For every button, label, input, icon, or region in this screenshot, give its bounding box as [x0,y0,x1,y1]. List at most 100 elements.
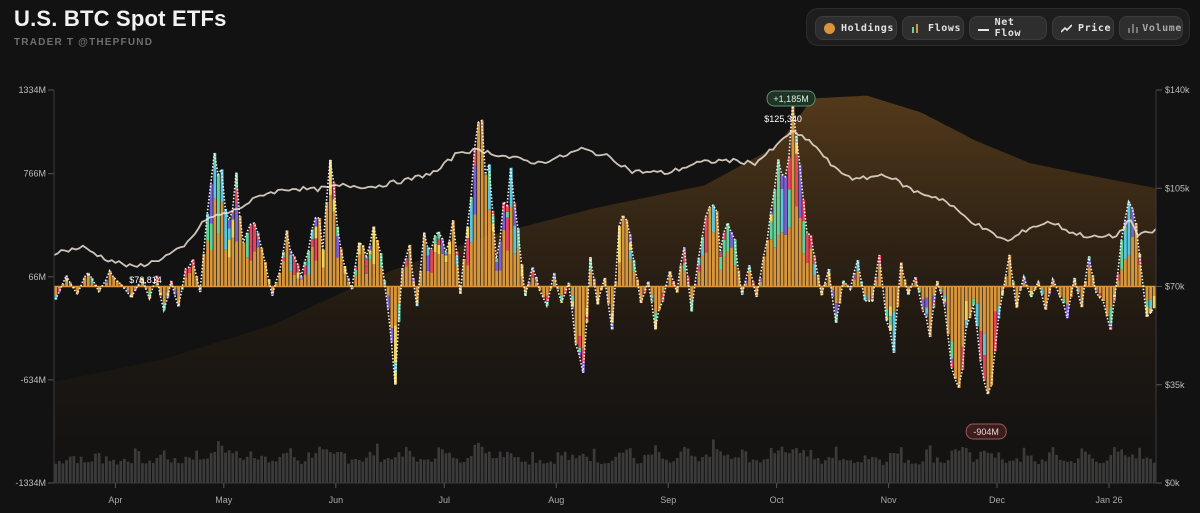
flow-bar-segment [628,242,632,251]
flow-bar-segment [925,307,929,314]
flow-bar-segment [809,235,813,241]
flow-bar-segment [567,282,571,287]
net-flow-toggle-button[interactable]: Net Flow [969,16,1047,40]
volume-bar [1149,458,1152,483]
flow-bar-segment [105,282,108,287]
volume-bar [849,460,853,483]
flow-bar-segment [155,280,159,287]
flow-bar-segment [780,232,784,287]
flow-bar-segment [531,270,535,272]
volume-bar [1098,463,1102,483]
flow-bar-segment [430,249,434,273]
flow-bar-segment [1127,201,1131,255]
flow-bar-segment [986,286,990,395]
flow-bar-segment [1123,230,1127,260]
flow-bar-segment [972,286,975,299]
flow-bar [899,262,903,287]
flow-bar-segment [856,271,860,287]
price-toggle-button[interactable]: Price [1052,16,1114,40]
flow-bar-segment [469,213,473,243]
flow-bar-segment [1145,306,1149,315]
volume-toggle-button[interactable]: Volume [1119,16,1183,40]
flow-bar-segment [441,238,444,254]
flow-bar-segment [1087,261,1091,268]
flow-bar-segment [975,286,979,304]
flow-bar-segment [86,273,90,274]
flow-bar-segment [220,169,224,203]
volume-bar [1048,452,1051,483]
flow-bar-segment [253,223,256,252]
volume-bar [94,453,97,483]
flow-bar-segment [61,283,65,287]
volume-bar [563,451,567,483]
flow-bar [285,230,289,287]
month-tick-label: Dec [989,495,1006,505]
flow-bar-segment [314,226,318,239]
flow-bar-segment [1109,306,1113,324]
flow-bar [339,248,343,287]
volume-bar [704,454,708,483]
flow-bar-segment [1123,226,1127,231]
volume-bar [397,452,401,483]
flow-bar-segment [1095,286,1098,290]
flow-bar-segment [921,308,925,311]
volume-bar [159,454,162,483]
volume-bar [1066,461,1069,483]
flow-bar-segment [925,286,929,298]
volume-bar [1069,461,1073,483]
series-toggle-bar: Holdings Flows Net Flow Price Volume [806,8,1190,46]
flow-bar-segment [477,122,480,287]
flow-bar-segment [173,289,177,295]
volume-bar [238,458,242,483]
volume-bar [202,458,206,483]
flow-bar-segment [650,299,654,302]
volume-bar [824,460,827,483]
flow-bar [437,231,441,287]
flow-bar-segment [647,281,650,287]
flow-bar-segment [1138,264,1142,287]
flow-bar-segment [466,265,470,287]
flow-bar-segment [968,286,972,318]
flow-bar [578,286,582,356]
volume-bar [650,454,654,483]
month-axis-ticks: Apr May Jun Jul Aug Sep Oct Nov Dec Jan 26 [54,482,1156,505]
flow-bar [426,247,430,287]
page-subtitle: TRADER T @THEPFUND [14,37,154,48]
flow-bar-segment [227,239,231,258]
volume-bar [282,453,285,483]
flow-bar-segment [961,286,965,347]
holdings-area [54,95,1156,483]
volume-bar [58,460,61,483]
volume-bar [220,445,224,483]
flow-bar-segment [170,283,173,287]
flow-bar-segment [68,282,72,287]
flow-bar-segment [506,205,509,212]
volume-bar [444,453,448,483]
flow-bar [307,251,311,287]
left-tick-label: 66M [28,272,46,282]
flow-bar [108,270,112,287]
volume-bar [292,457,296,483]
flow-bar [488,164,491,287]
flow-bar [231,211,235,287]
flow-bar-segment [437,238,441,245]
flow-bar-segment [177,286,181,307]
flow-bar [451,220,455,287]
flow-bar-segment [357,254,361,287]
flow-bar [1062,286,1066,304]
flow-bar-segment [296,278,300,287]
flow-bar-segment [928,286,932,337]
flow-bar [235,172,238,287]
flow-bar-segment [1152,295,1156,309]
flow-bar-segment [878,255,882,259]
holdings-toggle-button[interactable]: Holdings [815,16,897,40]
flow-bar-segment [148,296,152,299]
flow-bar [484,174,488,287]
month-tick-label: Nov [881,495,898,505]
flows-toggle-button[interactable]: Flows [902,16,964,40]
volume-bar [787,453,791,483]
flow-bar-segment [1098,294,1102,296]
flow-bar [495,258,499,287]
flow-bar [726,223,730,287]
volume-bar [748,462,751,483]
